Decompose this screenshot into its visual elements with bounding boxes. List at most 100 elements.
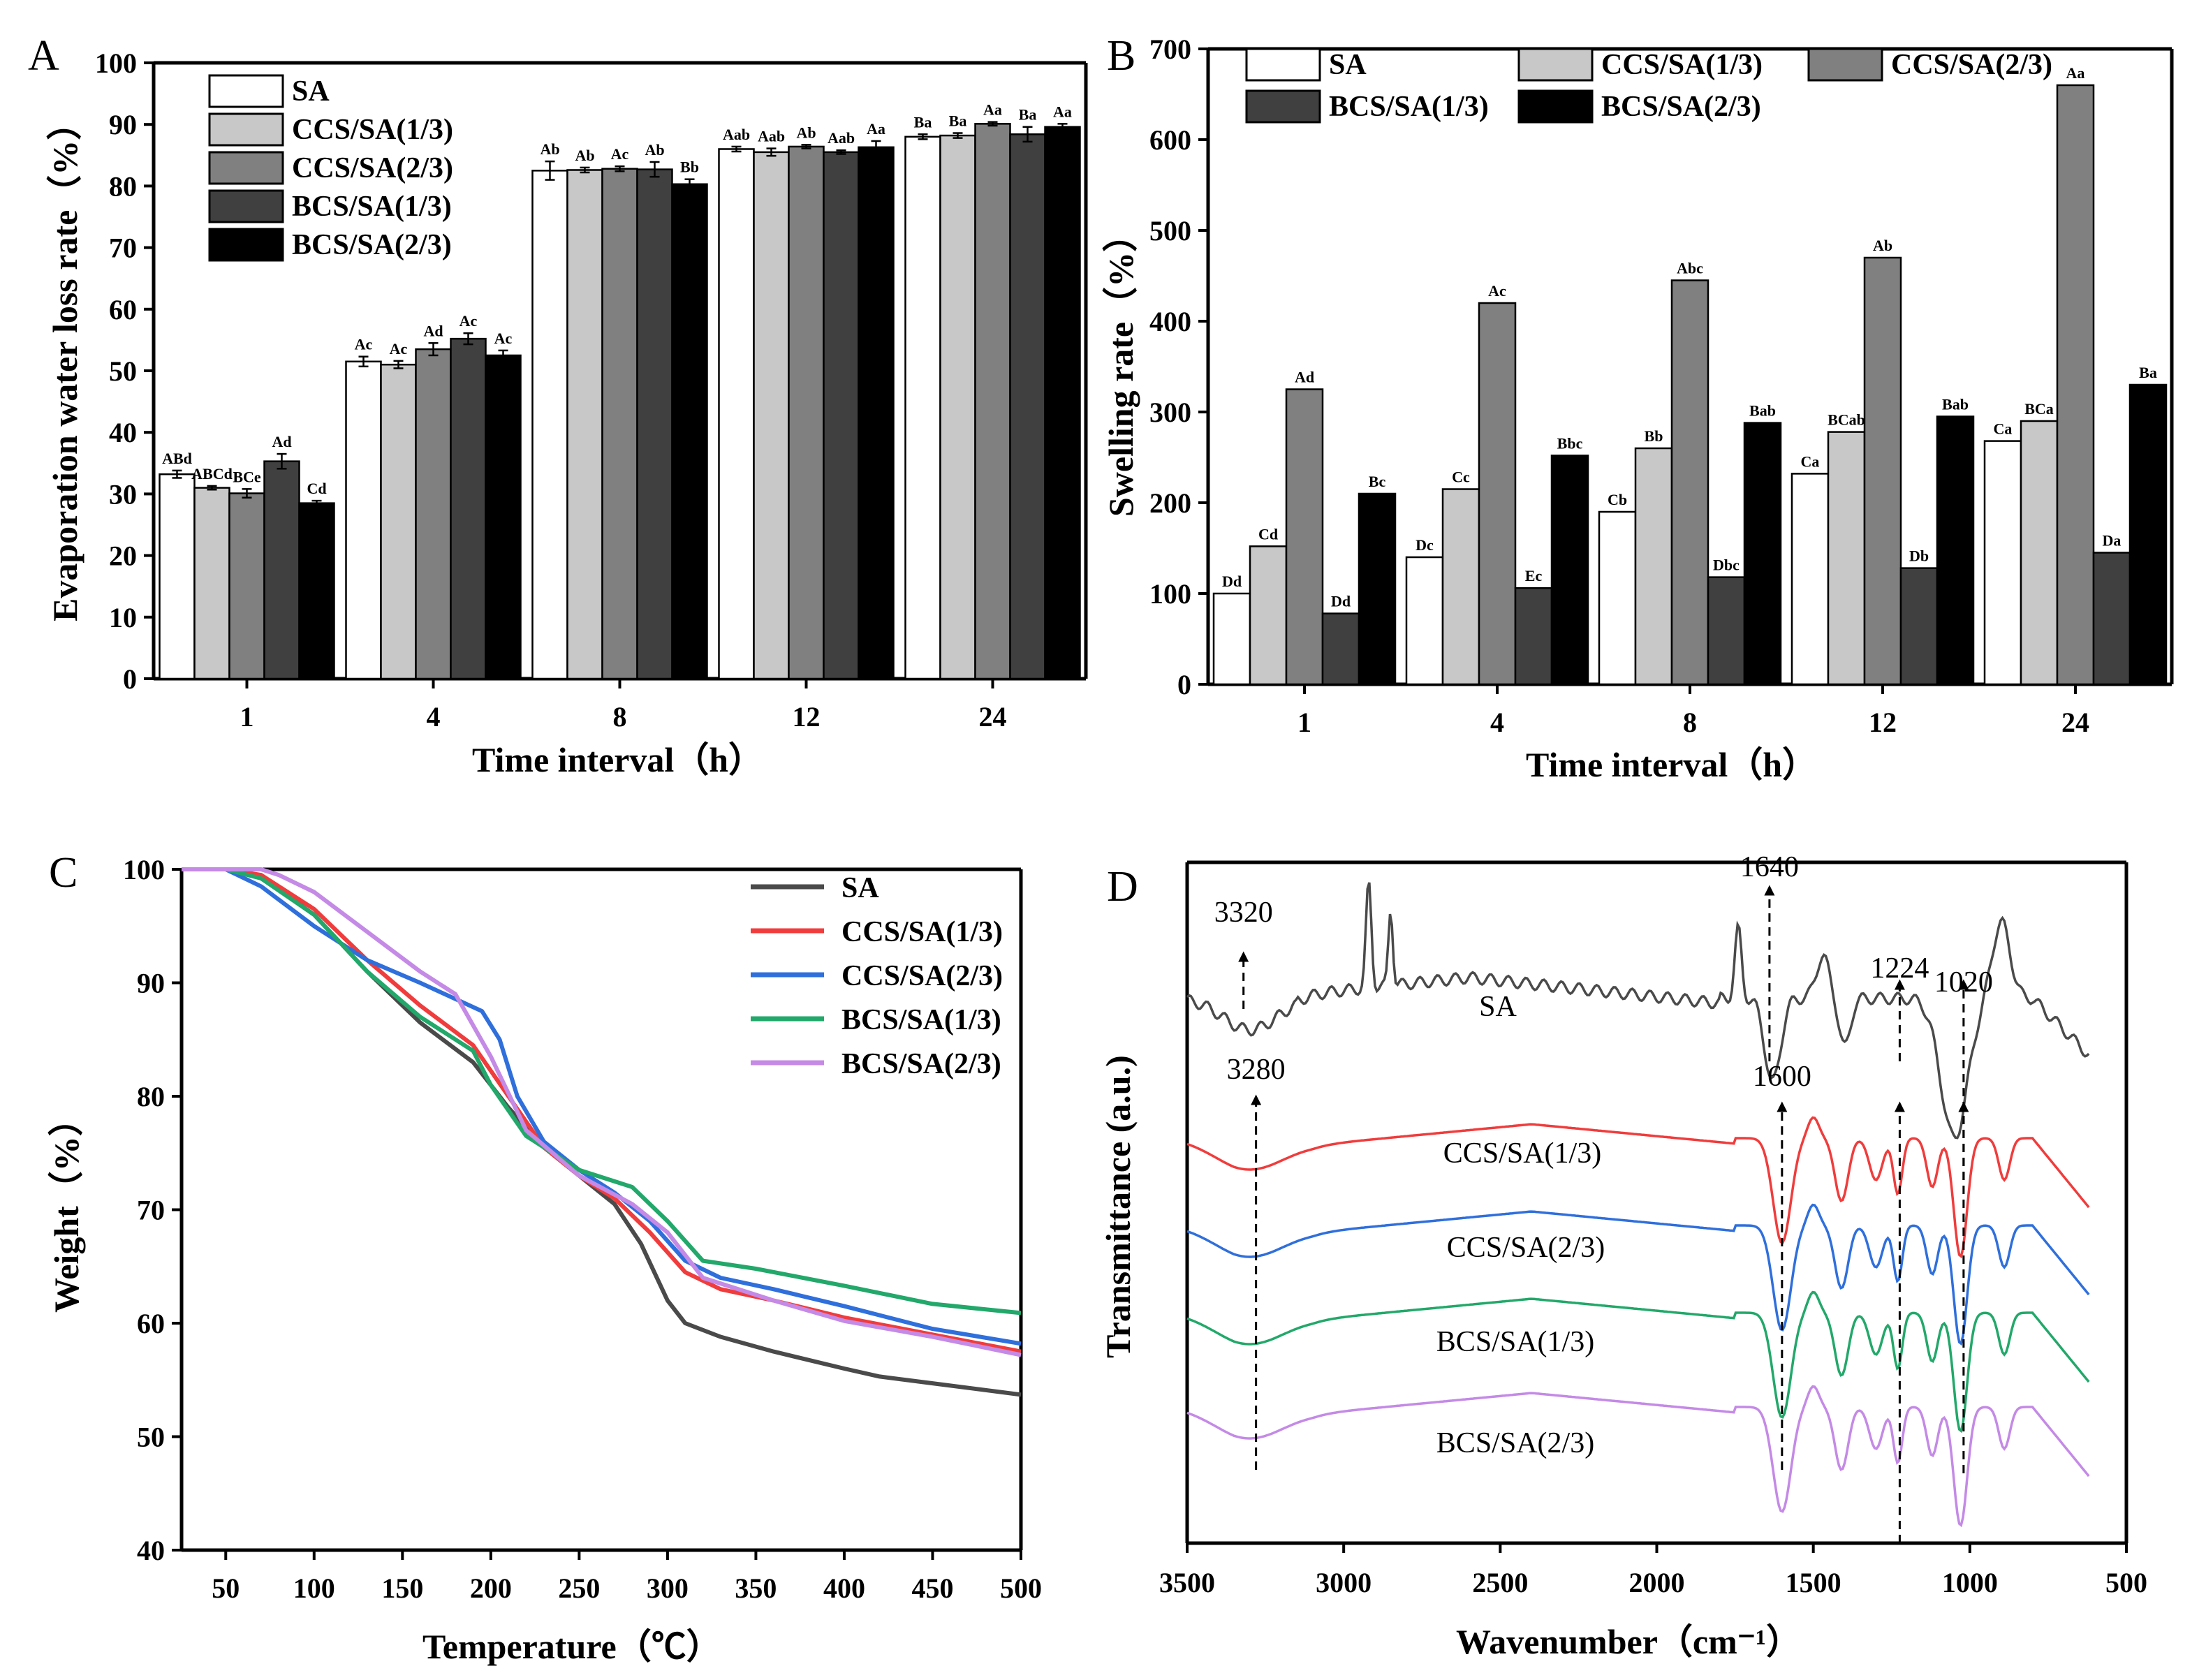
bar <box>788 145 825 680</box>
significance-label: Dbc <box>1713 557 1740 574</box>
bar <box>1441 488 1480 686</box>
tga-line <box>182 867 1022 1357</box>
ftir-spectrum <box>1186 882 2090 1140</box>
x-tick-label: 2500 <box>1472 1567 1528 1598</box>
significance-label: Aab <box>758 128 785 145</box>
significance-label: Ac <box>611 145 629 163</box>
legend-label: BCS/SA(1/3) <box>1329 91 1489 123</box>
significance-label: ABd <box>162 450 192 467</box>
significance-label: Ad <box>1295 369 1314 386</box>
peak-label: 1640 <box>1740 851 1799 883</box>
x-tick-label: 500 <box>2105 1567 2147 1598</box>
panel-b: B 0 100 200 300 400 500 600 700 1 4 8 12 24 Dd Cd Ad D… <box>1101 32 2174 784</box>
significance-label: Bb <box>680 159 699 176</box>
y-tick-label: 300 <box>1149 397 1191 428</box>
y-tick-label: 60 <box>109 294 137 325</box>
legend-label: CCS/SA(1/3) <box>841 916 1003 948</box>
peak-label: 3280 <box>1227 1054 1286 1086</box>
panel-c-label: C <box>49 849 78 897</box>
significance-label: Aab <box>723 126 750 143</box>
significance-label: Bb <box>1645 427 1663 445</box>
significance-label: ABCd <box>191 465 233 482</box>
significance-label: Ab <box>796 124 816 141</box>
bar <box>450 337 487 680</box>
y-tick-label: 100 <box>95 47 137 79</box>
significance-label: Bab <box>1749 402 1776 420</box>
significance-label: Ba <box>949 112 967 130</box>
y-tick-label: 100 <box>1149 578 1191 610</box>
x-tick-label: 8 <box>613 701 627 732</box>
significance-label: Aa <box>1053 103 1072 120</box>
bar <box>671 183 708 680</box>
bar <box>1634 447 1673 686</box>
bar <box>939 134 976 680</box>
bar <box>1358 492 1397 686</box>
bar <box>1827 431 1866 686</box>
significance-label: Ac <box>355 336 373 353</box>
significance-label: Ba <box>1019 106 1037 124</box>
significance-label: Aa <box>867 120 885 138</box>
x-tick-label: 12 <box>793 701 821 732</box>
significance-label: Bbc <box>1557 434 1583 452</box>
bar <box>601 168 638 680</box>
y-tick-label: 50 <box>137 1422 165 1453</box>
significance-label: Cd <box>1258 525 1278 543</box>
x-tick-label: 1000 <box>1942 1567 1998 1598</box>
significance-label: Ac <box>1488 282 1506 300</box>
significance-label: Ad <box>272 433 291 450</box>
ftir-spectrum <box>1186 1116 2090 1259</box>
panel-a-y-label: Evaporation water loss rate（%） <box>45 105 84 621</box>
bar <box>1009 133 1046 680</box>
panel-c-legend: SA CCS/SA(1/3) CCS/SA(2/3) BCS/SA(1/3) BCS/S… <box>751 872 1003 1080</box>
y-tick-label: 400 <box>1149 306 1191 337</box>
ftir-spectrum <box>1186 1203 2090 1346</box>
x-tick-label: 1 <box>1297 707 1311 738</box>
bar <box>345 360 382 680</box>
bar <box>159 473 196 680</box>
y-tick-label: 10 <box>109 602 137 633</box>
significance-label: Abc <box>1677 260 1703 277</box>
bar <box>1285 388 1324 686</box>
y-tick-label: 0 <box>1177 669 1191 700</box>
x-tick-label: 4 <box>1490 707 1504 738</box>
x-tick-label: 3000 <box>1316 1567 1372 1598</box>
bar <box>2092 552 2131 686</box>
spectrum-label: CCS/SA(1/3) <box>1443 1137 1601 1170</box>
legend-swatch <box>208 189 284 223</box>
bar <box>1044 126 1081 680</box>
significance-label: BCe <box>233 468 261 485</box>
bar <box>1598 510 1637 686</box>
y-tick-label: 600 <box>1149 124 1191 156</box>
significance-label: Bab <box>1942 396 1969 413</box>
x-tick-label: 150 <box>381 1572 423 1604</box>
panel-a: A 0 10 20 30 40 50 60 70 80 90 100 1 4 8 12 24 ABdABCd… <box>28 32 1088 779</box>
significance-label: Ab <box>645 141 664 159</box>
significance-label: Aa <box>983 101 1002 119</box>
tga-line <box>182 867 1022 1316</box>
bar <box>823 151 860 680</box>
bar <box>1743 422 1782 686</box>
y-tick-label: 40 <box>137 1535 165 1566</box>
bar <box>485 354 522 680</box>
peak-label: 3320 <box>1214 897 1273 929</box>
y-tick-label: 70 <box>137 1195 165 1226</box>
y-tick-label: 200 <box>1149 487 1191 519</box>
x-tick-label: 500 <box>1000 1572 1042 1604</box>
spectrum-label: BCS/SA(1/3) <box>1436 1326 1594 1358</box>
x-tick-label: 1 <box>240 701 254 732</box>
x-tick-label: 400 <box>823 1572 865 1604</box>
significance-label: Ad <box>423 322 443 339</box>
x-tick-label: 1500 <box>1786 1567 1841 1598</box>
significance-label: BCab <box>1828 411 1865 429</box>
bar <box>298 502 335 680</box>
bar <box>380 363 417 680</box>
legend-label: SA <box>1329 49 1367 81</box>
panel-c-y-label: Weight（%） <box>47 1101 86 1313</box>
bar <box>1707 576 1746 686</box>
legend-swatch <box>1517 47 1594 82</box>
legend-label: CCS/SA(2/3) <box>1891 49 2052 81</box>
bar <box>1321 612 1360 686</box>
bar <box>1670 279 1709 686</box>
significance-label: Cc <box>1452 469 1470 486</box>
y-tick-label: 100 <box>123 854 165 885</box>
